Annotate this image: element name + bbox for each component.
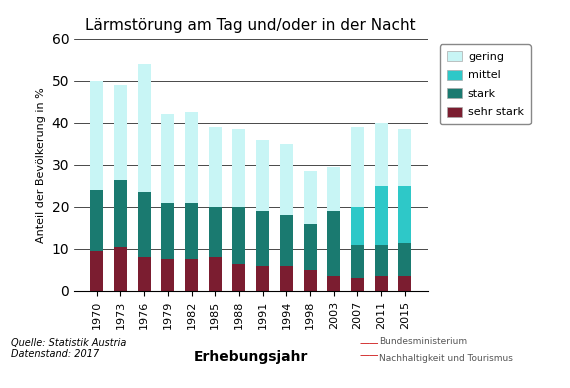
Text: Bundesministerium: Bundesministerium (379, 337, 467, 346)
Bar (398, 129, 412, 186)
Bar (114, 247, 127, 291)
Bar (351, 127, 364, 207)
Bar (280, 266, 293, 291)
Bar (398, 186, 412, 242)
Bar (256, 140, 269, 211)
Bar (209, 257, 222, 291)
Bar (280, 215, 293, 266)
Bar (185, 260, 198, 291)
Y-axis label: Anteil der Bevölkerung in %: Anteil der Bevölkerung in % (36, 87, 46, 243)
Bar (233, 264, 246, 291)
Legend: gering, mittel, stark, sehr stark: gering, mittel, stark, sehr stark (440, 44, 531, 124)
Bar (351, 245, 364, 279)
Bar (374, 186, 388, 245)
Bar (114, 180, 127, 247)
Bar (374, 245, 388, 276)
Text: Quelle: Statistik Austria
Datenstand: 2017: Quelle: Statistik Austria Datenstand: 20… (11, 338, 127, 359)
Bar (374, 276, 388, 291)
Text: ——: —— (359, 338, 378, 348)
Bar (327, 211, 340, 276)
Bar (161, 203, 174, 260)
Bar (209, 127, 222, 207)
Bar (137, 64, 150, 192)
Bar (398, 242, 412, 276)
Bar (209, 207, 222, 257)
Bar (327, 167, 340, 211)
Bar (304, 171, 316, 224)
Bar (351, 279, 364, 291)
Bar (233, 207, 246, 264)
Bar (374, 123, 388, 186)
Bar (90, 190, 103, 251)
Bar (114, 85, 127, 180)
Bar (90, 81, 103, 190)
Bar (398, 276, 412, 291)
Bar (304, 224, 316, 270)
Bar (233, 129, 246, 207)
Bar (256, 266, 269, 291)
Bar (137, 192, 150, 257)
Title: Lärmstörung am Tag und/oder in der Nacht: Lärmstörung am Tag und/oder in der Nacht (86, 19, 416, 33)
Bar (256, 211, 269, 266)
Bar (90, 251, 103, 291)
Bar (327, 276, 340, 291)
Bar (280, 144, 293, 215)
Bar (351, 207, 364, 245)
Bar (137, 257, 150, 291)
Bar (304, 270, 316, 291)
Text: ——: —— (359, 350, 378, 360)
Bar (185, 113, 198, 203)
Bar (185, 203, 198, 260)
Bar (161, 260, 174, 291)
Bar (161, 114, 174, 203)
Text: Erhebungsjahr: Erhebungsjahr (194, 350, 308, 364)
Text: Nachhaltigkeit und Tourismus: Nachhaltigkeit und Tourismus (379, 354, 513, 364)
